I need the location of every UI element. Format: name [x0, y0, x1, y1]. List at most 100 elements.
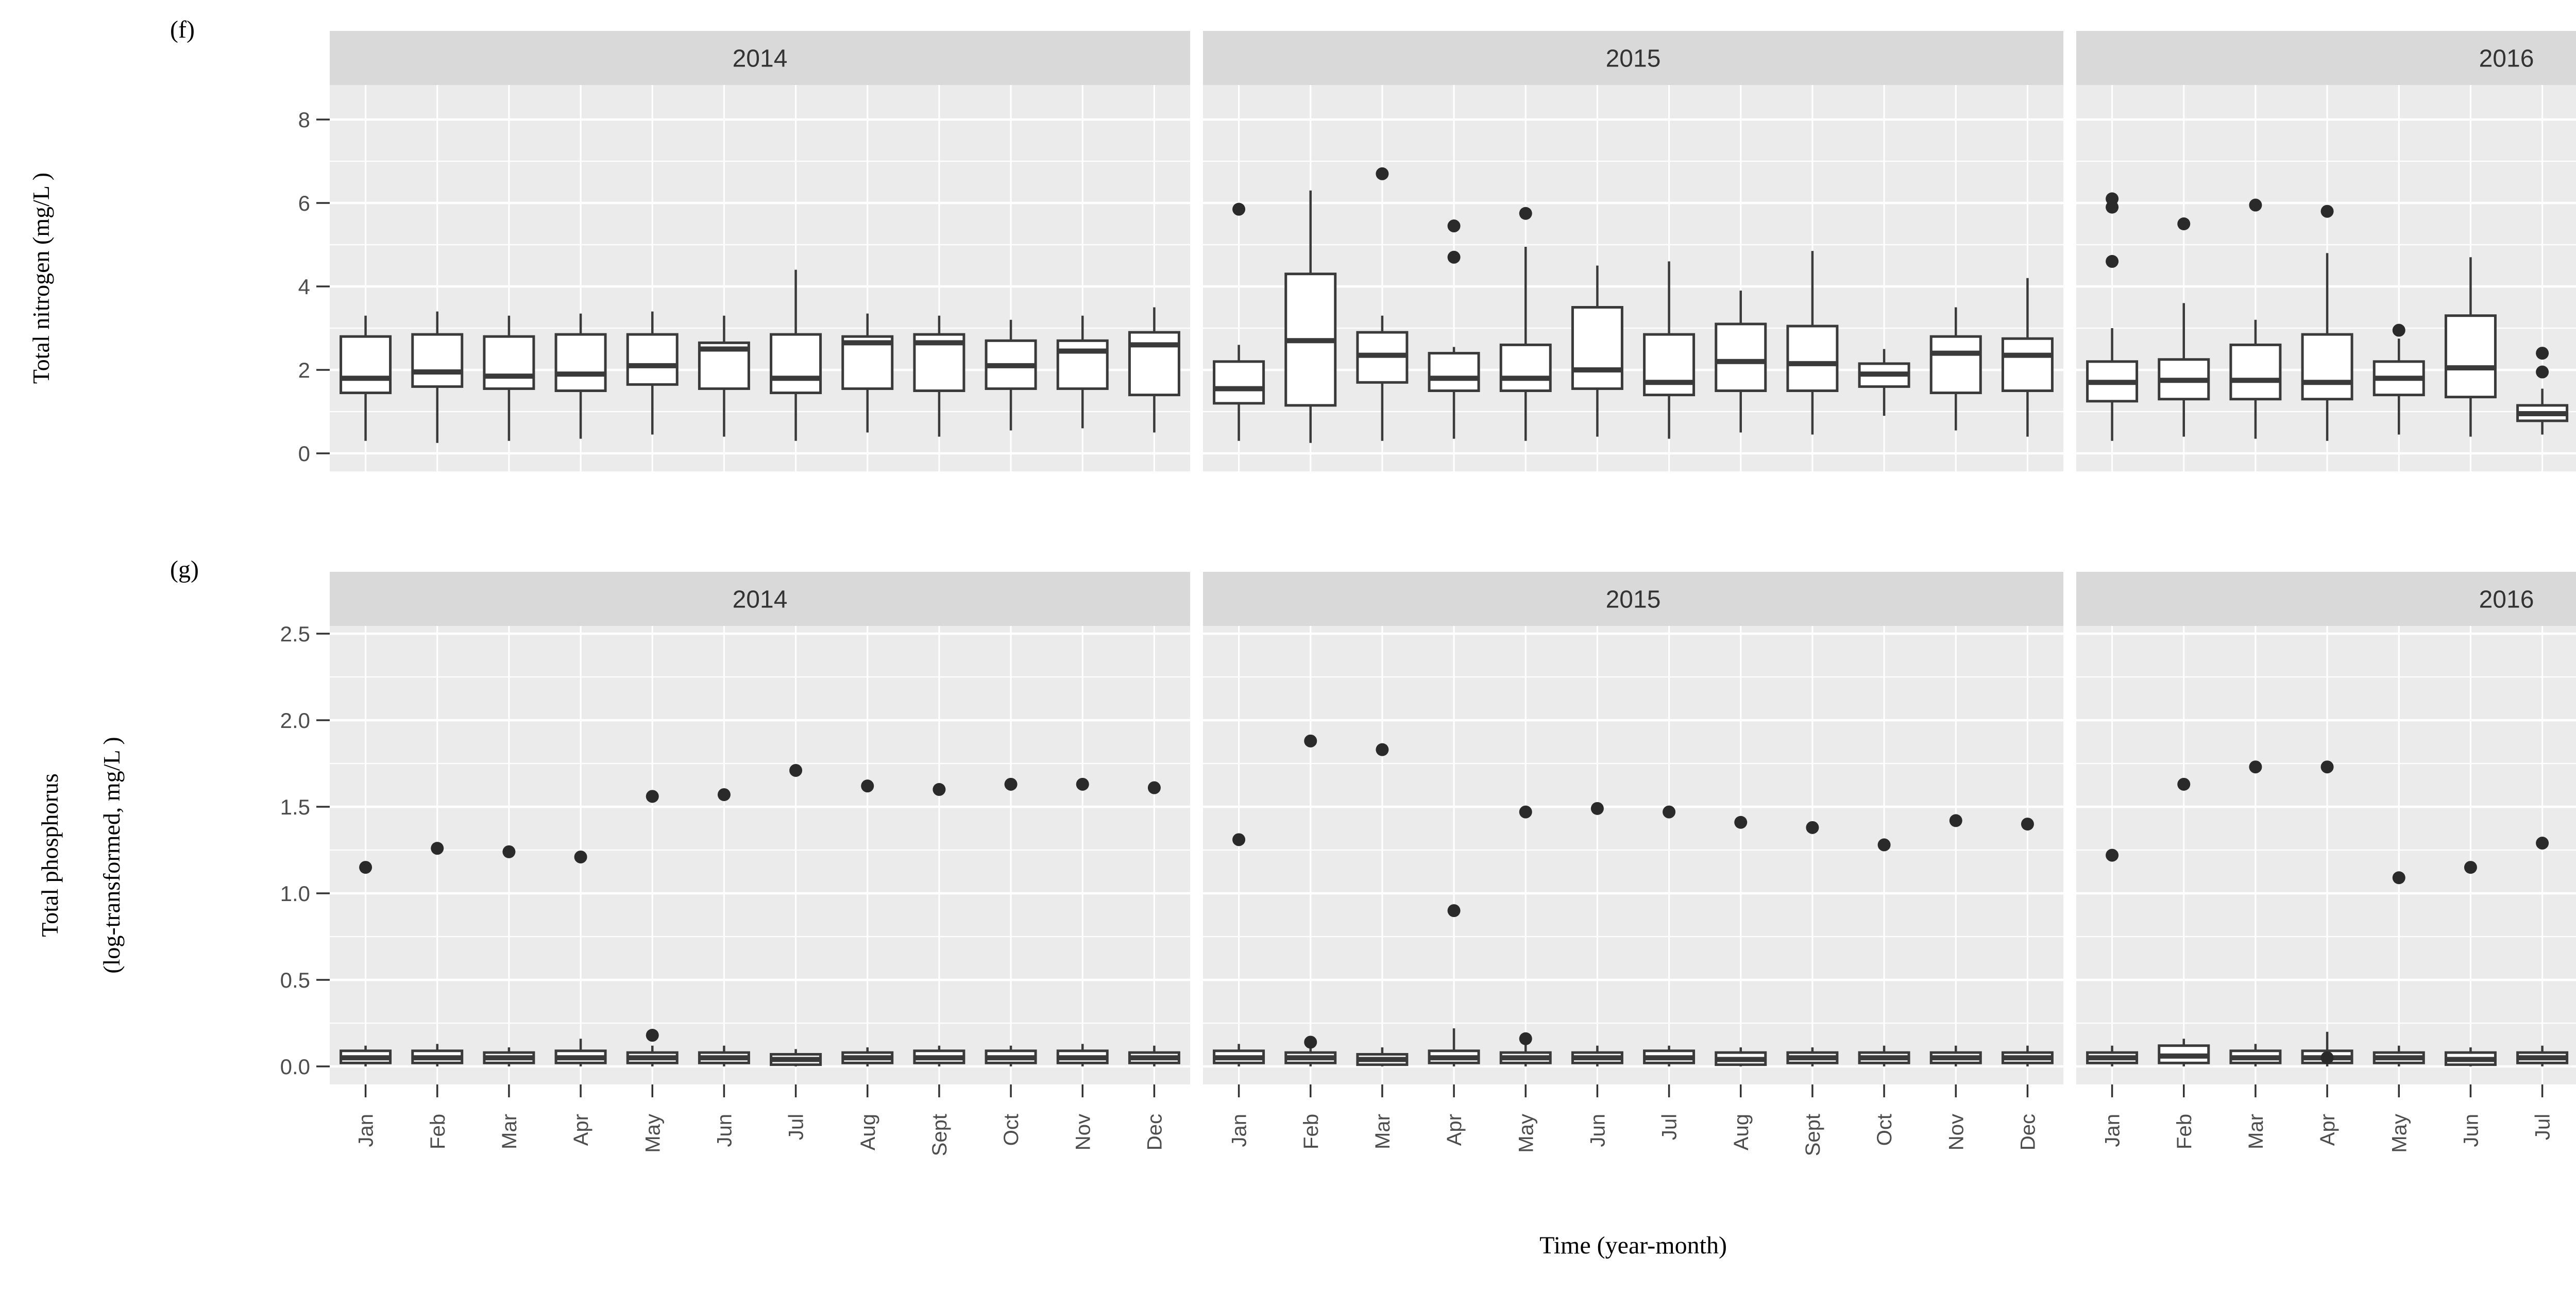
facet-strip: [330, 572, 1190, 626]
boxplot-g-2014-Jan: [340, 861, 392, 1066]
outlier-point: [2177, 777, 2191, 791]
outlier-point: [1590, 802, 1604, 815]
panel-background: [330, 85, 1190, 471]
x-tick-label: Sept: [1802, 1114, 1824, 1156]
boxplot-f-2015-Apr: [1428, 219, 1480, 439]
boxplot-f-2016-May: [2372, 324, 2425, 435]
y-tick-label: 2.5: [280, 622, 310, 646]
box-iqr: [1715, 322, 1767, 393]
outlier-point: [2249, 198, 2262, 212]
facet-strip-label: 2015: [1606, 45, 1661, 73]
boxplot-f-2014-Apr: [554, 313, 607, 439]
facet-panel-g-2014: 2014 Jan Feb Mar Apr May Jun Jul Aug Sept Oct Nov De…: [330, 572, 1190, 1156]
box-iqr: [2444, 314, 2497, 399]
facet-strip-label: 2015: [1606, 586, 1661, 614]
outlier-point: [1447, 219, 1461, 233]
panel-background: [1203, 85, 2063, 471]
boxplot-g-2014-Jun: [698, 788, 750, 1066]
outlier-point: [2536, 837, 2549, 850]
boxplot-f-2014-Jul: [770, 269, 822, 441]
boxplot-g-2016-Jul: [2516, 837, 2569, 1066]
outlier-point: [2536, 365, 2549, 379]
box-iqr: [1499, 343, 1552, 393]
outlier-point: [1376, 743, 1389, 756]
outlier-point: [2392, 324, 2405, 337]
boxplot-g-2015-Jan: [1213, 833, 1265, 1066]
boxplot-g-2014-Apr: [554, 850, 607, 1066]
boxplot-f-2014-Dec: [1128, 307, 1180, 433]
y-axis-title-g: Total phosphorus: [37, 773, 63, 937]
x-tick-label: Apr: [2316, 1114, 2339, 1146]
y-axis-title-g: (log-transformed, mg/L ): [98, 737, 125, 973]
boxplot-f-2014-Jun: [698, 315, 750, 437]
x-tick-label: Nov: [1945, 1114, 1968, 1150]
facet-strip: [2076, 31, 2576, 85]
boxplot-f-2015-Mar: [1356, 167, 1409, 441]
y-tick-label: 1.0: [280, 881, 310, 906]
boxplot-f-2015-Sept: [1786, 251, 1839, 435]
x-tick-label: Mar: [1371, 1114, 1394, 1149]
x-tick-label: Jun: [713, 1114, 736, 1147]
facet-strip-label: 2014: [733, 45, 788, 73]
boxplot-f-2016-Mar: [2229, 198, 2282, 439]
outlier-point: [2320, 205, 2334, 218]
x-tick-label: May: [1515, 1114, 1537, 1153]
y-tick-label: 0.5: [280, 968, 310, 992]
box-iqr: [2301, 333, 2353, 401]
outlier-point: [1232, 833, 1246, 846]
boxplot-g-2014-Feb: [411, 842, 464, 1066]
outlier-point: [646, 790, 659, 803]
boxplot-f-2016-Apr: [2301, 205, 2353, 441]
box-iqr: [1213, 360, 1265, 405]
boxplot-g-2014-Dec: [1128, 781, 1180, 1066]
x-tick-label: Oct: [1873, 1114, 1896, 1146]
facet-strip-label: 2016: [2479, 586, 2534, 614]
x-tick-label: Sept: [928, 1114, 951, 1156]
outlier-point: [431, 842, 444, 855]
boxplot-g-2016-Mar: [2229, 760, 2282, 1066]
outlier-point: [1304, 734, 1317, 748]
x-tick-label: Jan: [2102, 1114, 2124, 1147]
boxplot-f-2014-Feb: [411, 311, 464, 443]
boxplot-g-2016-Feb: [2158, 777, 2210, 1066]
boxplot-g-2015-Jul: [1643, 805, 1696, 1066]
box-iqr: [411, 333, 464, 388]
outlier-point: [1663, 805, 1676, 819]
boxplot-f-2015-Feb: [1284, 190, 1337, 443]
y-tick-label: 6: [298, 191, 310, 215]
outlier-point: [2536, 347, 2549, 360]
x-tick-label: Jun: [2460, 1114, 2482, 1147]
box-iqr: [483, 335, 535, 390]
y-tick-label: 2: [298, 358, 310, 382]
facet-strip: [1203, 572, 2063, 626]
boxplot-f-2015-Aug: [1715, 291, 1767, 433]
x-tick-label: Dec: [2016, 1114, 2039, 1150]
boxplot-f-2014-Jan: [340, 315, 392, 441]
box-iqr: [2229, 343, 2282, 401]
x-tick-label: Mar: [2245, 1114, 2267, 1149]
boxplot-g-2015-May: [1499, 805, 1552, 1066]
outlier-point: [2392, 871, 2405, 885]
y-tick-label: 4: [298, 275, 310, 299]
boxplot-f-2016-Jul: [2516, 347, 2569, 435]
boxplot-g-2016-Jun: [2444, 861, 2497, 1066]
boxplot-f-2015-Jun: [1571, 265, 1623, 437]
boxplot-f-2015-Nov: [1929, 307, 1982, 431]
box-iqr: [1786, 325, 1839, 393]
boxplot-f-2014-Oct: [985, 319, 1037, 431]
boxplot-g-2014-Aug: [841, 779, 894, 1066]
boxplot-g-2014-Nov: [1056, 777, 1109, 1066]
box-iqr: [626, 333, 679, 386]
x-tick-label: Jan: [1228, 1114, 1251, 1147]
boxplot-g-2015-Oct: [1858, 838, 1910, 1066]
facet-panel-g-2016: 2016JanFebMarAprMayJunJulAugSeptOctNovDe…: [2076, 572, 2576, 1153]
boxplot-g-2015-Feb: [1284, 734, 1337, 1066]
boxplot-g-2015-Aug: [1715, 816, 1767, 1066]
facet-row-g: Total phosphorus (log-transformed, mg/L )…: [37, 572, 2576, 1156]
boxplot-g-2015-Jun: [1571, 802, 1623, 1066]
outlier-point: [2464, 861, 2477, 874]
box-iqr: [770, 333, 822, 395]
outlier-point: [2106, 254, 2119, 268]
boxplot-f-2016-Jun: [2444, 257, 2497, 437]
